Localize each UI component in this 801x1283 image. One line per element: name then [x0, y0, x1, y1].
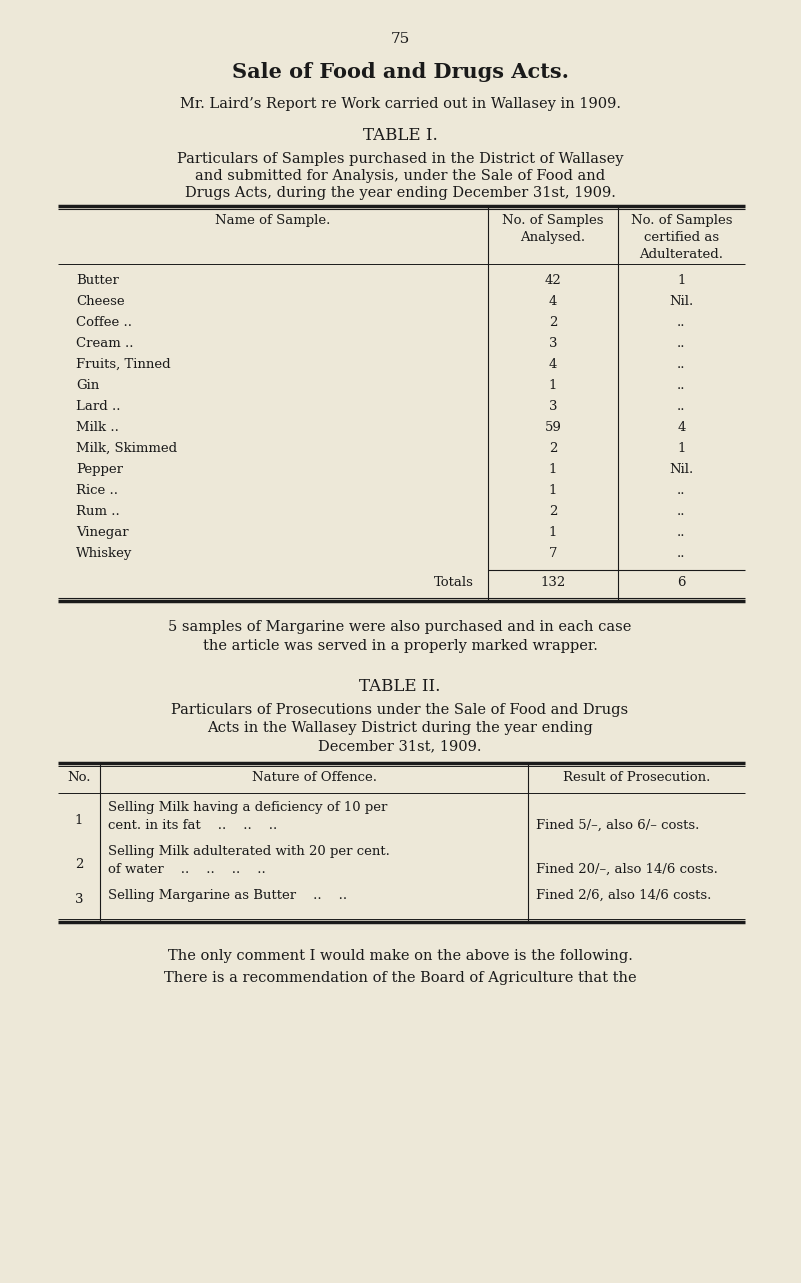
Text: Totals: Totals — [434, 576, 474, 589]
Text: 1: 1 — [549, 378, 557, 393]
Text: Drugs Acts, during the year ending December 31st, 1909.: Drugs Acts, during the year ending Decem… — [184, 186, 615, 200]
Text: 5 samples of Margarine were also purchased and in each case: 5 samples of Margarine were also purchas… — [168, 620, 632, 634]
Text: Selling Milk adulterated with 20 per cent.: Selling Milk adulterated with 20 per cen… — [108, 845, 390, 858]
Text: ..: .. — [678, 378, 686, 393]
Text: ..: .. — [678, 547, 686, 559]
Text: Lard ..: Lard .. — [76, 400, 120, 413]
Text: Whiskey: Whiskey — [76, 547, 132, 559]
Text: Name of Sample.: Name of Sample. — [215, 214, 331, 227]
Text: TABLE II.: TABLE II. — [360, 677, 441, 695]
Text: 1: 1 — [74, 813, 83, 828]
Text: Acts in the Wallasey District during the year ending: Acts in the Wallasey District during the… — [207, 721, 593, 735]
Text: TABLE I.: TABLE I. — [363, 127, 437, 144]
Text: Selling Milk having a deficiency of 10 per: Selling Milk having a deficiency of 10 p… — [108, 801, 388, 813]
Text: 42: 42 — [545, 275, 562, 287]
Text: ..: .. — [678, 400, 686, 413]
Text: 2: 2 — [549, 443, 557, 455]
Text: ..: .. — [678, 506, 686, 518]
Text: Particulars of Prosecutions under the Sale of Food and Drugs: Particulars of Prosecutions under the Sa… — [171, 703, 629, 717]
Text: 3: 3 — [74, 893, 83, 906]
Text: Particulars of Samples purchased in the District of Wallasey: Particulars of Samples purchased in the … — [177, 151, 623, 166]
Text: Milk ..: Milk .. — [76, 421, 119, 434]
Text: Sale of Food and Drugs Acts.: Sale of Food and Drugs Acts. — [231, 62, 569, 82]
Text: Selling Margarine as Butter    ..    ..: Selling Margarine as Butter .. .. — [108, 889, 347, 902]
Text: The only comment I would make on the above is the following.: The only comment I would make on the abo… — [167, 949, 633, 964]
Text: 4: 4 — [549, 295, 557, 308]
Text: 75: 75 — [390, 32, 409, 46]
Text: Vinegar: Vinegar — [76, 526, 129, 539]
Text: No. of Samples
certified as
Adulterated.: No. of Samples certified as Adulterated. — [630, 214, 732, 260]
Text: 7: 7 — [549, 547, 557, 559]
Text: 1: 1 — [549, 484, 557, 497]
Text: cent. in its fat    ..    ..    ..: cent. in its fat .. .. .. — [108, 819, 277, 831]
Text: 4: 4 — [678, 421, 686, 434]
Text: 2: 2 — [549, 506, 557, 518]
Text: Mr. Laird’s Report re Work carried out in Wallasey in 1909.: Mr. Laird’s Report re Work carried out i… — [179, 98, 621, 112]
Text: 1: 1 — [678, 443, 686, 455]
Text: 1: 1 — [549, 463, 557, 476]
Text: Cheese: Cheese — [76, 295, 125, 308]
Text: the article was served in a properly marked wrapper.: the article was served in a properly mar… — [203, 639, 598, 653]
Text: Gin: Gin — [76, 378, 99, 393]
Text: Rice ..: Rice .. — [76, 484, 118, 497]
Text: Fined 20/–, also 14/6 costs.: Fined 20/–, also 14/6 costs. — [536, 863, 718, 876]
Text: Rum ..: Rum .. — [76, 506, 120, 518]
Text: Fined 5/–, also 6/– costs.: Fined 5/–, also 6/– costs. — [536, 819, 699, 831]
Text: Nature of Offence.: Nature of Offence. — [252, 771, 376, 784]
Text: Butter: Butter — [76, 275, 119, 287]
Text: 2: 2 — [74, 858, 83, 871]
Text: ..: .. — [678, 526, 686, 539]
Text: Fined 2/6, also 14/6 costs.: Fined 2/6, also 14/6 costs. — [536, 889, 711, 902]
Text: 3: 3 — [549, 400, 557, 413]
Text: of water    ..    ..    ..    ..: of water .. .. .. .. — [108, 863, 266, 876]
Text: ..: .. — [678, 484, 686, 497]
Text: 4: 4 — [549, 358, 557, 371]
Text: No. of Samples
Analysed.: No. of Samples Analysed. — [502, 214, 604, 244]
Text: 1: 1 — [549, 526, 557, 539]
Text: Cream ..: Cream .. — [76, 337, 134, 350]
Text: and submitted for Analysis, under the Sale of Food and: and submitted for Analysis, under the Sa… — [195, 169, 605, 183]
Text: ..: .. — [678, 337, 686, 350]
Text: Result of Prosecution.: Result of Prosecution. — [563, 771, 710, 784]
Text: 132: 132 — [541, 576, 566, 589]
Text: Milk, Skimmed: Milk, Skimmed — [76, 443, 177, 455]
Text: There is a recommendation of the Board of Agriculture that the: There is a recommendation of the Board o… — [163, 971, 636, 985]
Text: Nil.: Nil. — [670, 295, 694, 308]
Text: Pepper: Pepper — [76, 463, 123, 476]
Text: December 31st, 1909.: December 31st, 1909. — [318, 739, 481, 753]
Text: Nil.: Nil. — [670, 463, 694, 476]
Text: No.: No. — [67, 771, 91, 784]
Text: 6: 6 — [678, 576, 686, 589]
Text: Fruits, Tinned: Fruits, Tinned — [76, 358, 171, 371]
Text: Coffee ..: Coffee .. — [76, 316, 132, 328]
Text: 2: 2 — [549, 316, 557, 328]
Text: ..: .. — [678, 316, 686, 328]
Text: 3: 3 — [549, 337, 557, 350]
Text: 1: 1 — [678, 275, 686, 287]
Text: 59: 59 — [545, 421, 562, 434]
Text: ..: .. — [678, 358, 686, 371]
